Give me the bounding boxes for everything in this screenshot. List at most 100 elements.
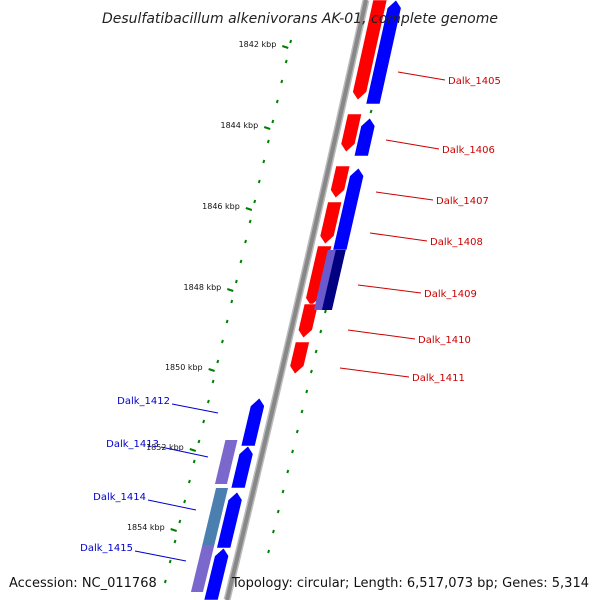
scale-minor-tick bbox=[211, 379, 215, 384]
reverse-gene-block bbox=[319, 250, 346, 310]
scale-minor-tick bbox=[163, 579, 167, 584]
reverse-gene-arrow bbox=[240, 397, 265, 447]
scale-minor-tick bbox=[206, 399, 210, 404]
scale-major-tick bbox=[263, 126, 271, 130]
scale-label: 1854 kbp bbox=[127, 523, 165, 532]
gene-label-dalk_1405[interactable]: Dalk_1405 bbox=[448, 76, 501, 87]
scale-minor-tick bbox=[275, 99, 279, 104]
scale-minor-tick bbox=[192, 459, 196, 464]
outer-track-tick bbox=[267, 549, 271, 554]
gene-features bbox=[190, 0, 402, 600]
scale-major-tick bbox=[281, 45, 289, 49]
gene-callout-line bbox=[160, 446, 209, 458]
scale-label: 1850 kbp bbox=[165, 363, 203, 372]
genome-backbone bbox=[223, 0, 370, 600]
overlap-gene-block bbox=[190, 545, 215, 592]
outer-track-tick bbox=[276, 509, 280, 514]
forward-gene-arrow bbox=[330, 165, 351, 199]
scale-minor-tick bbox=[202, 419, 206, 424]
scale-major-tick bbox=[245, 207, 253, 211]
map-title: Desulfatibacillum alkenivorans AK-01, co… bbox=[102, 11, 498, 27]
scale-ticks: 1842 kbp 1844 kbp 1846 kbp 1848 kbp 1850 kbp… bbox=[127, 9, 395, 584]
scale-minor-tick bbox=[239, 259, 243, 264]
gene-label-dalk_1408[interactable]: Dalk_1408 bbox=[430, 237, 483, 248]
scale-minor-tick bbox=[221, 339, 224, 344]
forward-gene-arrow bbox=[289, 341, 310, 375]
scale-minor-tick bbox=[271, 119, 275, 124]
overlap-gene-block bbox=[214, 440, 238, 484]
gene-callout-line bbox=[347, 329, 416, 340]
backbone-line bbox=[225, 0, 368, 600]
outer-track-tick bbox=[286, 469, 290, 474]
scale-minor-tick bbox=[187, 479, 191, 484]
gene-label-dalk_1413[interactable]: Dalk_1413 bbox=[106, 439, 159, 450]
scale-major-tick bbox=[189, 448, 197, 452]
scale-minor-tick bbox=[178, 519, 182, 524]
gene-label-dalk_1410[interactable]: Dalk_1410 bbox=[418, 335, 471, 346]
accession-text: Accession: NC_011768 bbox=[9, 576, 157, 591]
forward-gene-arrow bbox=[340, 113, 363, 153]
outer-track-tick bbox=[295, 429, 299, 434]
gene-callout-line bbox=[357, 284, 422, 294]
scale-minor-tick bbox=[197, 439, 201, 444]
scale-label: 1844 kbp bbox=[220, 121, 258, 130]
scale-minor-tick bbox=[280, 79, 284, 84]
overlap-gene-block bbox=[313, 250, 336, 310]
reverse-gene-arrow bbox=[353, 117, 376, 157]
gene-label-dalk_1411[interactable]: Dalk_1411 bbox=[412, 373, 465, 384]
genome-summary-text: Topology: circular; Length: 6,517,073 bp… bbox=[231, 576, 589, 591]
gene-callout-line bbox=[369, 232, 428, 242]
gene-callout-line bbox=[397, 71, 446, 81]
forward-gene-arrow bbox=[352, 0, 388, 101]
scale-label: 1842 kbp bbox=[239, 40, 277, 49]
scale-major-tick bbox=[226, 288, 234, 292]
gene-label-dalk_1406[interactable]: Dalk_1406 bbox=[442, 145, 495, 156]
scale-minor-tick bbox=[253, 199, 257, 204]
outer-track-tick bbox=[291, 449, 295, 454]
scale-minor-tick bbox=[248, 219, 252, 224]
reverse-gene-arrow bbox=[203, 547, 229, 600]
gene-label-dalk_1407[interactable]: Dalk_1407 bbox=[436, 196, 489, 207]
scale-minor-tick bbox=[173, 539, 177, 544]
scale-minor-tick bbox=[216, 359, 220, 364]
scale-minor-tick bbox=[183, 499, 187, 504]
gene-callouts: Dalk_1405 Dalk_1406 Dalk_1407 Dalk_1408 Dalk… bbox=[80, 71, 501, 562]
gene-callout-line bbox=[385, 139, 440, 150]
scale-major-tick bbox=[208, 368, 215, 372]
scale-minor-tick bbox=[289, 39, 293, 44]
gene-label-dalk_1409[interactable]: Dalk_1409 bbox=[424, 289, 477, 300]
forward-gene-arrow bbox=[319, 201, 343, 245]
scale-minor-tick bbox=[225, 319, 229, 324]
scale-label: 1846 kbp bbox=[202, 202, 240, 211]
gene-callout-line bbox=[375, 191, 434, 201]
outer-track-tick bbox=[305, 389, 309, 394]
gene-callout-line bbox=[171, 403, 219, 414]
reverse-gene-arrow bbox=[365, 0, 402, 105]
outer-track-tick bbox=[309, 369, 313, 374]
gene-callout-line bbox=[134, 550, 187, 562]
outer-track-tick bbox=[314, 349, 318, 354]
gene-label-dalk_1415[interactable]: Dalk_1415 bbox=[80, 543, 133, 554]
scale-minor-tick bbox=[266, 139, 270, 144]
gene-label-dalk_1412[interactable]: Dalk_1412 bbox=[117, 396, 170, 407]
overlap-gene-block bbox=[202, 488, 229, 545]
outer-track-tick bbox=[281, 489, 285, 494]
scale-minor-tick bbox=[257, 179, 261, 184]
scale-label: 1848 kbp bbox=[184, 283, 222, 292]
scale-minor-tick bbox=[284, 59, 288, 64]
forward-gene-arrow bbox=[305, 245, 333, 307]
reverse-gene-arrow bbox=[230, 445, 254, 489]
outer-track-tick bbox=[271, 529, 275, 534]
scale-minor-tick bbox=[244, 239, 248, 244]
gene-callout-line bbox=[339, 367, 410, 378]
scale-minor-tick bbox=[234, 279, 238, 284]
outer-track-tick bbox=[369, 109, 373, 114]
scale-minor-tick bbox=[168, 559, 172, 564]
outer-track-tick bbox=[300, 409, 304, 414]
gene-callout-line bbox=[147, 499, 197, 511]
scale-major-tick bbox=[170, 528, 177, 532]
outer-track-tick bbox=[323, 309, 327, 314]
gene-label-dalk_1414[interactable]: Dalk_1414 bbox=[93, 492, 146, 503]
outer-track-tick bbox=[319, 329, 323, 334]
